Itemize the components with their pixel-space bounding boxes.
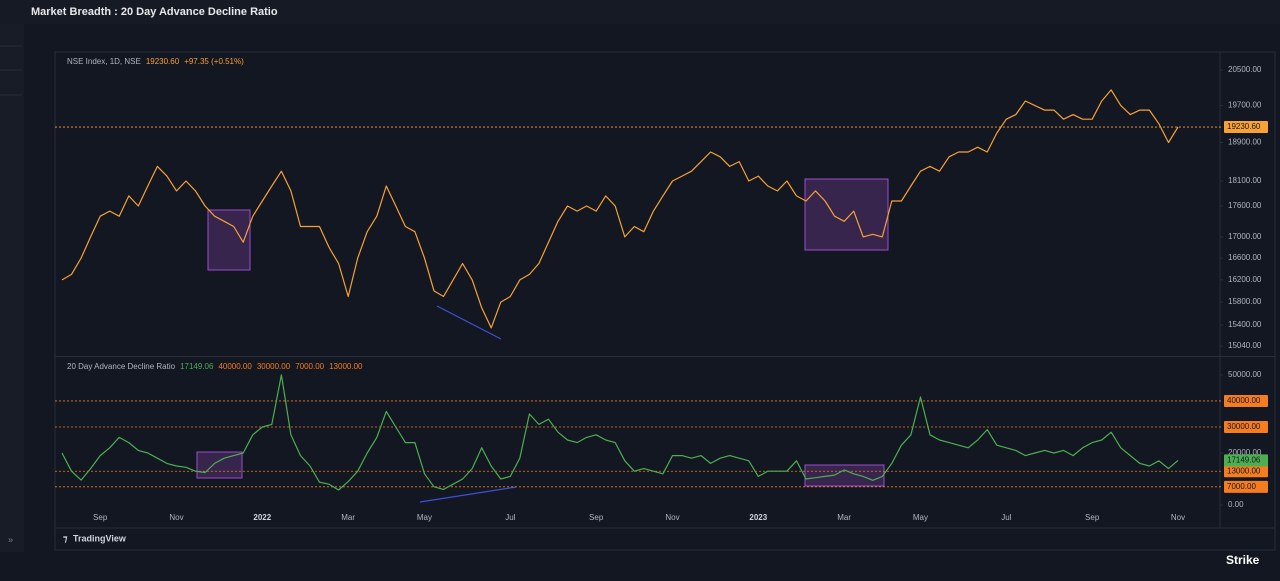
legend-level: 30000.00: [257, 362, 291, 371]
y-tick-label: 19700.00: [1228, 101, 1262, 110]
y-tick-label: 15800.00: [1228, 297, 1262, 306]
x-tick-label: Nov: [665, 513, 679, 522]
x-tick-label: 2022: [253, 513, 271, 522]
axis-label: 17149.06: [1227, 456, 1261, 465]
x-tick-label: Jul: [1001, 513, 1011, 522]
highlight-box: [207, 209, 251, 271]
indicator-legend: 20 Day Advance Decline Ratio 17149.06 4000…: [67, 362, 363, 371]
y-tick-label: 17000.00: [1228, 232, 1262, 241]
y-tick-label: 0.00: [1228, 500, 1244, 509]
y-tick-label: 18900.00: [1228, 138, 1262, 147]
x-tick-label: Jul: [505, 513, 515, 522]
sidebar: [0, 24, 24, 552]
series-line: [61, 89, 1179, 329]
legend-label: NSE Index, 1D, NSE: [67, 57, 141, 66]
x-tick-label: May: [913, 513, 928, 522]
axis-label-box: [1224, 465, 1268, 478]
brand: TradingView: [73, 533, 127, 543]
axis-label: 40000.00: [1227, 396, 1261, 405]
brand-icon: ⁊: [63, 533, 68, 543]
highlight-box: [196, 451, 243, 479]
y-tick-label: 15400.00: [1228, 320, 1262, 329]
axis-label: 30000.00: [1227, 422, 1261, 431]
chart-panel: [54, 51, 1276, 551]
highlight-box: [804, 178, 889, 251]
legend-level: 13000.00: [329, 362, 363, 371]
legend-value: 19230.60: [146, 57, 180, 66]
y-tick-label: 15040.00: [1228, 341, 1262, 350]
x-tick-label: Nov: [1171, 513, 1185, 522]
y-tick-label: 50000.00: [1228, 370, 1262, 379]
axis-label-box: [1224, 454, 1268, 467]
axis-label-box: [1224, 394, 1268, 407]
axis-label: 19230.60: [1227, 122, 1261, 131]
y-tick-label: 17600.00: [1228, 201, 1262, 210]
x-tick-label: Mar: [837, 513, 851, 522]
axis-label-box: [1224, 121, 1268, 134]
x-tick-label: 2023: [749, 513, 767, 522]
expand-button[interactable]: »: [8, 534, 13, 544]
page-title: Market Breadth : 20 Day Advance Decline …: [31, 6, 278, 18]
logo: Strike: [1226, 553, 1260, 567]
x-tick-label: Sep: [93, 513, 108, 522]
x-tick-label: Nov: [169, 513, 183, 522]
legend-level: 7000.00: [295, 362, 324, 371]
title-bar: [0, 0, 1280, 24]
y-tick-label: 18100.00: [1228, 176, 1262, 185]
trend-line: [419, 486, 517, 503]
y-tick-label: 16200.00: [1228, 275, 1262, 284]
highlight-box: [804, 464, 885, 487]
y-tick-label: 20000.00: [1228, 448, 1262, 457]
axis-label-box: [1224, 420, 1268, 433]
price-legend: NSE Index, 1D, NSE 19230.60 +97.35 (+0.51%…: [67, 57, 244, 66]
y-tick-label: 20500.00: [1228, 65, 1262, 74]
axis-label-box: [1224, 480, 1268, 493]
legend-change: +97.35 (+0.51%): [184, 57, 244, 66]
legend-level: 40000.00: [218, 362, 252, 371]
x-tick-label: May: [417, 513, 432, 522]
y-tick-label: 16600.00: [1228, 253, 1262, 262]
legend-label: 20 Day Advance Decline Ratio: [67, 362, 176, 371]
legend-value: 17149.06: [180, 362, 214, 371]
x-tick-label: Mar: [341, 513, 355, 522]
series-line: [61, 374, 1179, 491]
axis-label: 7000.00: [1227, 482, 1256, 491]
x-tick-label: Sep: [589, 513, 604, 522]
x-tick-label: Sep: [1085, 513, 1100, 522]
trend-line: [436, 305, 502, 340]
axis-label: 13000.00: [1227, 466, 1261, 475]
